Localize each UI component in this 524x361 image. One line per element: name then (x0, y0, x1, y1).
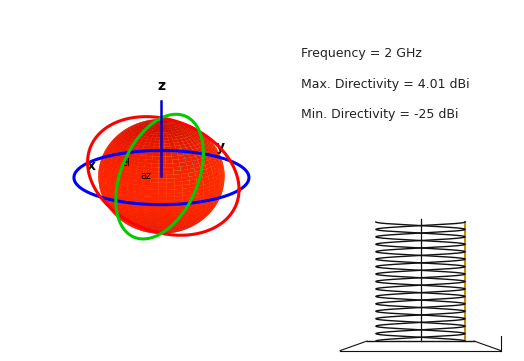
Text: Min. Directivity = -25 dBi: Min. Directivity = -25 dBi (301, 108, 459, 121)
Text: Max. Directivity = 4.01 dBi: Max. Directivity = 4.01 dBi (301, 78, 470, 91)
Text: Frequency = 2 GHz: Frequency = 2 GHz (301, 47, 422, 60)
